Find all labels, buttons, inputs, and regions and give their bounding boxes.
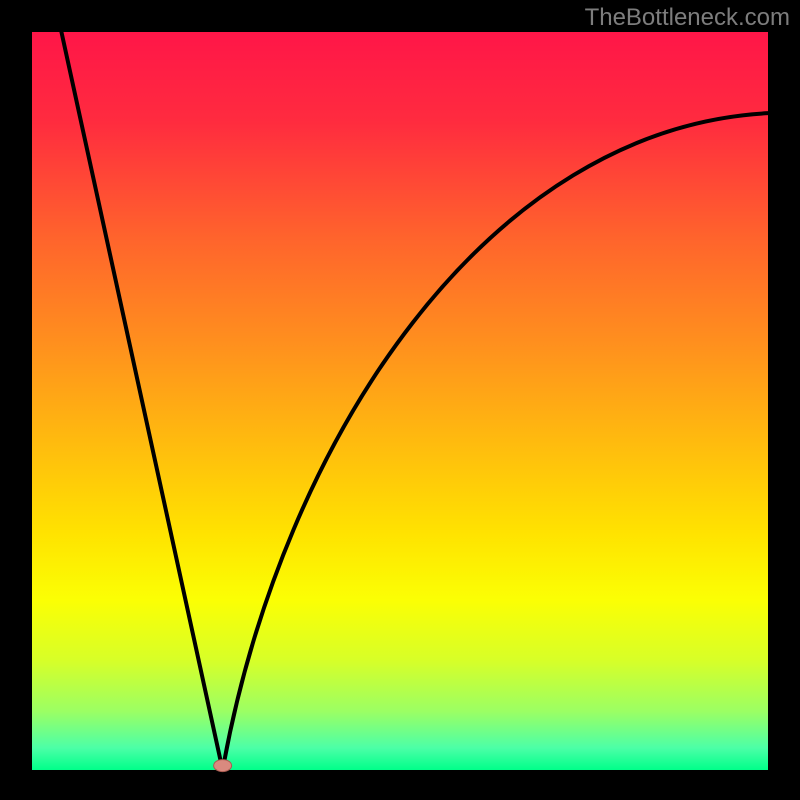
- watermark-text: TheBottleneck.com: [585, 4, 790, 32]
- minimum-marker: [214, 760, 232, 772]
- bottleneck-curve: [61, 32, 768, 770]
- plot-area: [32, 32, 768, 770]
- curve-layer: [32, 32, 768, 770]
- chart-stage: TheBottleneck.com: [0, 0, 800, 800]
